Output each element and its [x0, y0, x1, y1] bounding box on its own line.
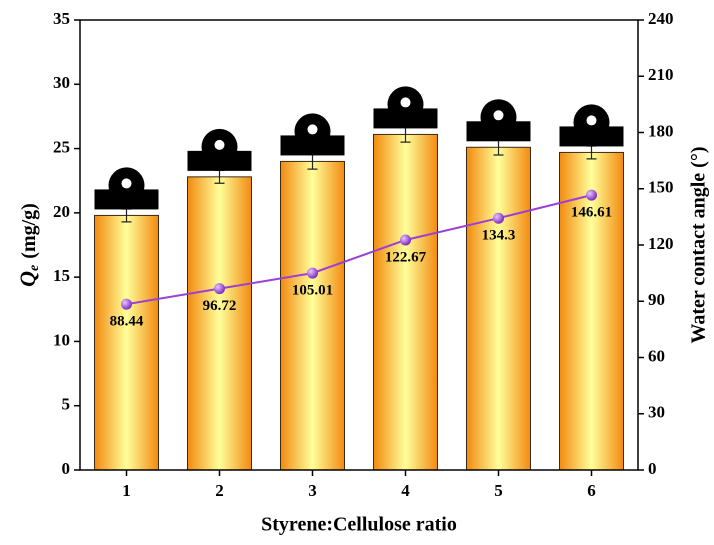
y-label-subscript: e [27, 265, 42, 271]
y2-tick-label: 180 [648, 121, 674, 140]
y2-tick-label: 30 [648, 403, 665, 422]
y-label-unit: (mg/g) [18, 203, 40, 259]
bar [467, 147, 531, 470]
chart: 0 5 10 15 20 25 30 35 0 30 60 90 120 150 180 210 240 1 2 3 4… [0, 0, 714, 545]
line-point [307, 268, 318, 279]
bar [188, 177, 252, 470]
y-tick-label: 30 [53, 73, 70, 92]
y2-axis-label: Water contact angle (°) [688, 146, 710, 343]
y2-tick-label: 150 [648, 178, 674, 197]
x-tick-label: 2 [215, 481, 224, 500]
y-tick-label: 10 [53, 330, 70, 349]
bar [95, 215, 159, 470]
y-tick-label: 15 [53, 266, 70, 285]
y-axis-label: Qe (mg/g) [15, 203, 42, 287]
x-tick-label: 4 [401, 481, 410, 500]
y-tick-label: 25 [53, 137, 70, 156]
y2-tick-label: 90 [648, 290, 665, 309]
plot-area: 0 5 10 15 20 25 30 35 0 30 60 90 120 150 180 210 240 1 2 3 4… [53, 9, 674, 500]
data-label: 146.61 [571, 205, 612, 221]
data-label: 122.67 [385, 249, 427, 265]
line-point [586, 190, 597, 201]
x-tick-label: 1 [122, 481, 131, 500]
x-tick-label: 3 [308, 481, 317, 500]
droplet-highlight [122, 178, 132, 188]
droplet-highlight [494, 110, 504, 120]
droplet-highlight [308, 124, 318, 134]
plot-frame [80, 20, 638, 470]
data-label: 88.44 [110, 314, 144, 330]
line-point [121, 299, 132, 310]
y2-tick-label: 0 [648, 459, 657, 478]
y-label-symbol: Q [15, 271, 40, 287]
x-axis-label: Styrene:Cellulose ratio [261, 514, 457, 536]
y-tick-label: 0 [62, 459, 71, 478]
data-label: 96.72 [203, 298, 237, 314]
line-point [214, 283, 225, 294]
y-tick-label: 35 [53, 9, 70, 28]
droplet-highlight [401, 97, 411, 107]
data-label: 134.3 [482, 228, 516, 244]
y2-tick-label: 120 [648, 234, 674, 253]
bar [374, 134, 438, 470]
line-point [493, 213, 504, 224]
x-tick-label: 6 [587, 481, 596, 500]
y2-tick-label: 60 [648, 346, 665, 365]
y2-tick-label: 210 [648, 65, 674, 84]
y-tick-label: 20 [53, 202, 70, 221]
data-label: 105.01 [292, 283, 333, 299]
y-tick-label: 5 [62, 395, 71, 414]
droplet-highlight [215, 140, 225, 150]
bar [281, 161, 345, 470]
droplet-highlight [587, 115, 597, 125]
x-tick-label: 5 [494, 481, 503, 500]
y2-tick-label: 240 [648, 9, 674, 28]
line-point [400, 234, 411, 245]
